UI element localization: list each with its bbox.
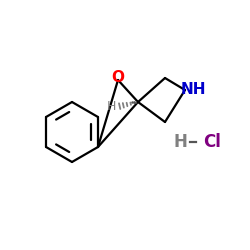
Text: H: H <box>106 100 116 112</box>
Text: H: H <box>173 133 187 151</box>
Text: Cl: Cl <box>203 133 221 151</box>
Text: NH: NH <box>180 82 206 98</box>
Text: O: O <box>112 70 124 86</box>
